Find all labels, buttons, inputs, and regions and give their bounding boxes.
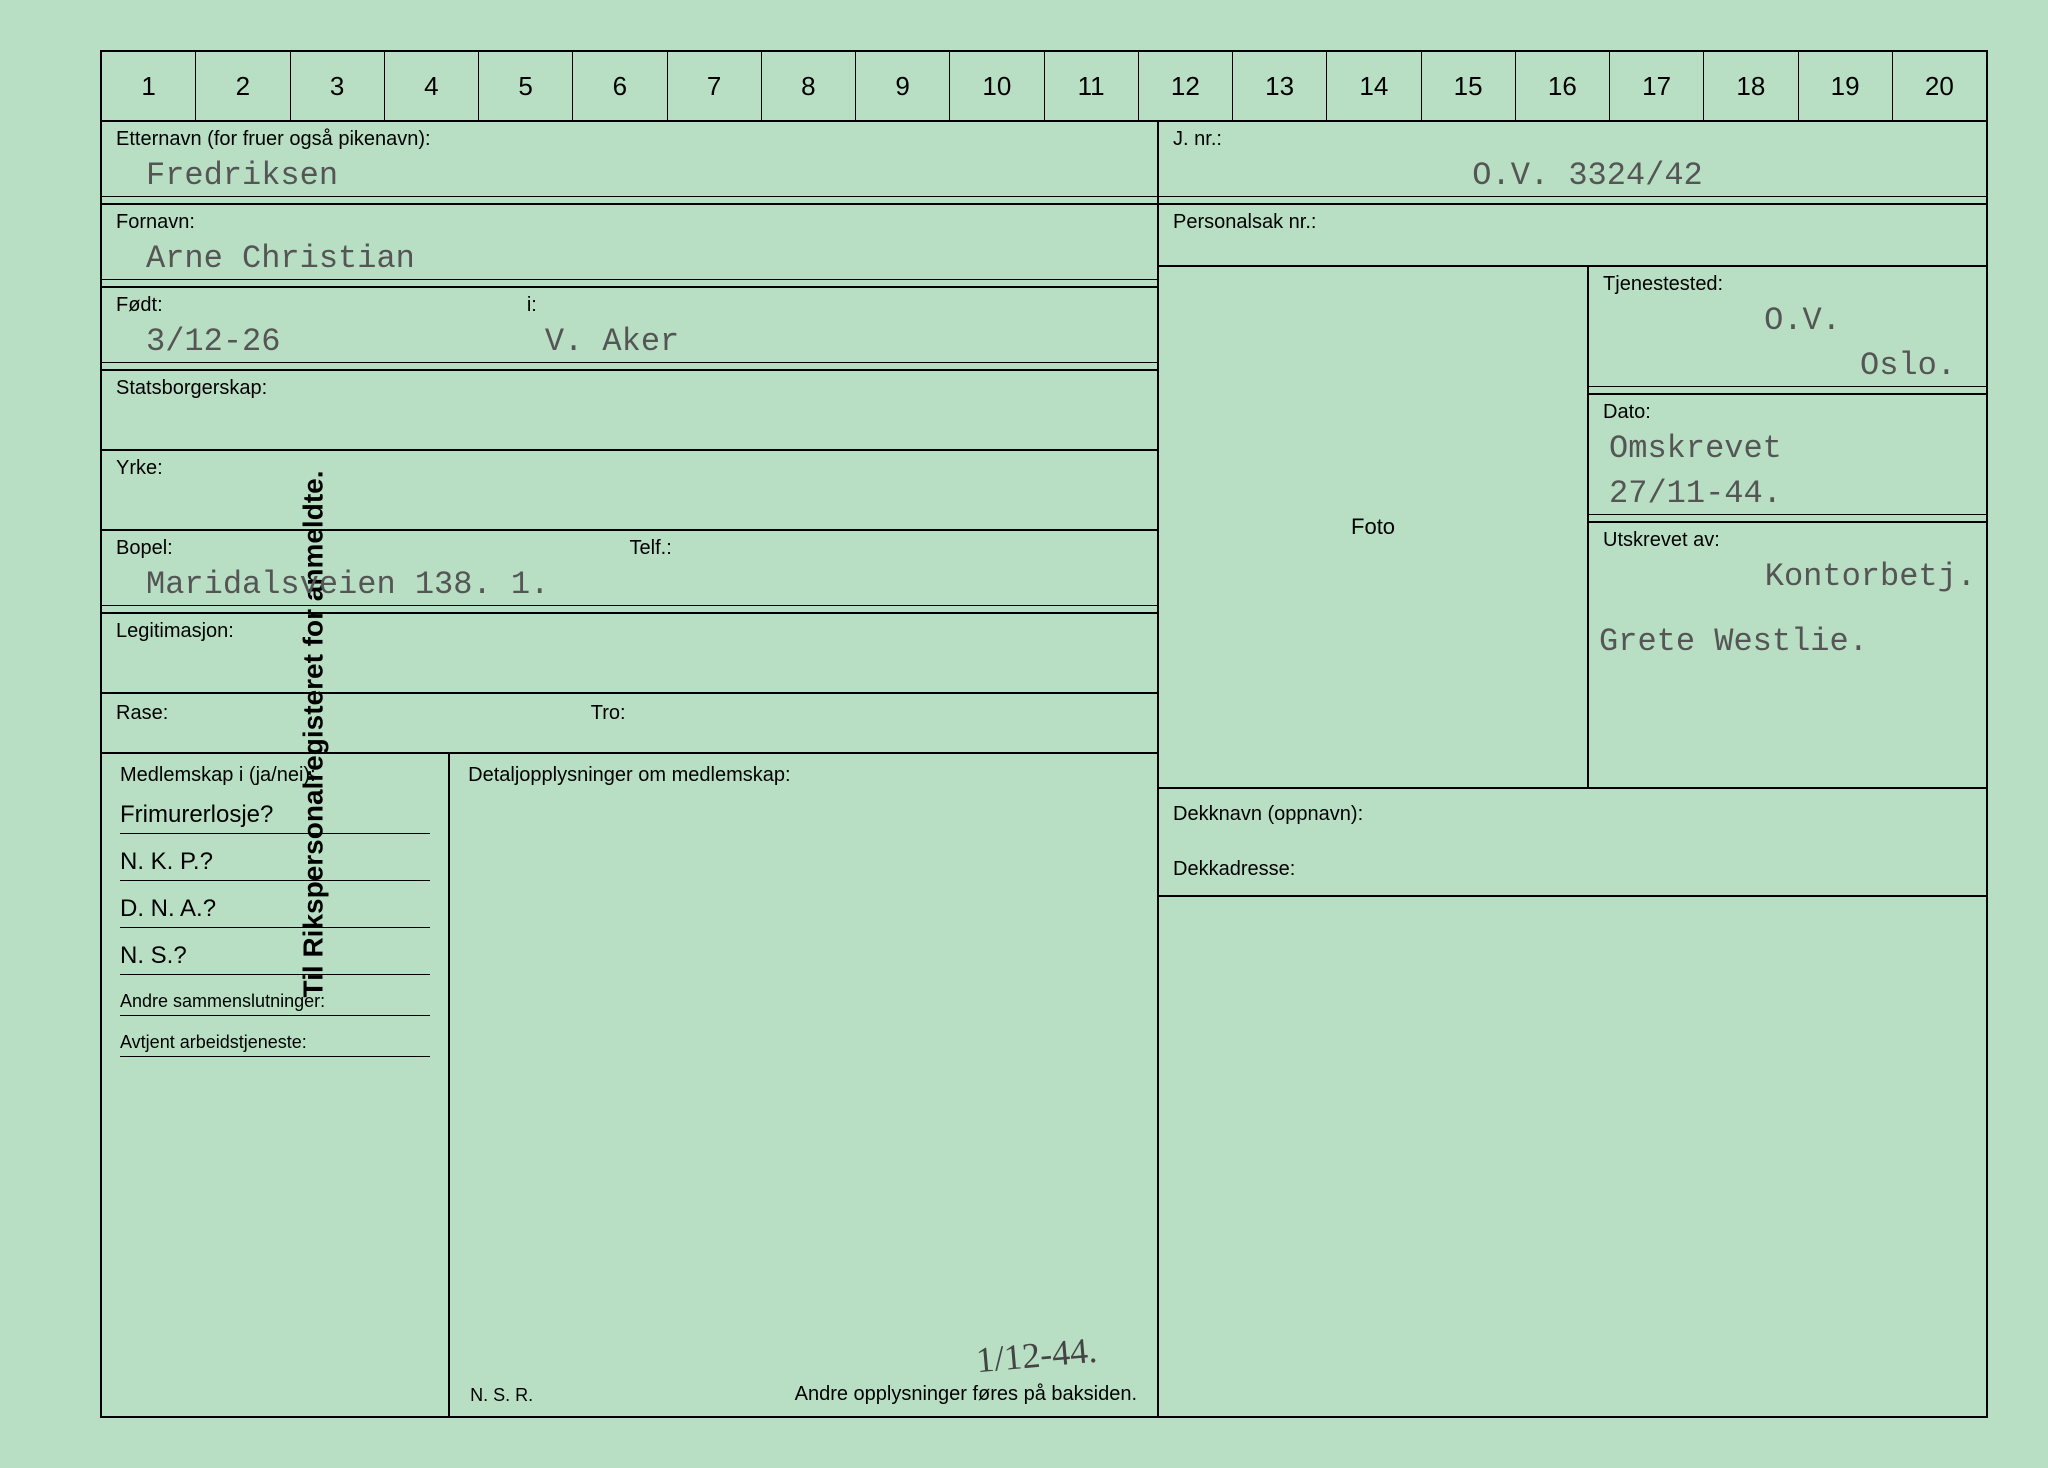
label-avtjent: Avtjent arbeidstjeneste: bbox=[120, 1016, 430, 1053]
number-cell: 5 bbox=[479, 52, 573, 120]
number-cell: 3 bbox=[291, 52, 385, 120]
dekknavn-section: Dekknavn (oppnavn): Dekkadresse: bbox=[1159, 789, 1986, 897]
value-utskrevet2: Grete Westlie. bbox=[1589, 617, 1986, 662]
membership-right: Detaljopplysninger om medlemskap: N. S. … bbox=[450, 754, 1157, 1416]
field-yrke: Yrke: bbox=[102, 451, 1157, 531]
label-detalj: Detaljopplysninger om medlemskap: bbox=[468, 764, 1139, 787]
membership-left: Medlemskap i (ja/nei): Frimurerlosje? N.… bbox=[102, 754, 450, 1416]
label-fodt: Født: bbox=[116, 294, 527, 317]
value-jnr: O.V. 3324/42 bbox=[1159, 151, 1986, 197]
field-rase-tro: Rase: Tro: bbox=[102, 694, 1157, 754]
number-cell: 14 bbox=[1327, 52, 1421, 120]
label-bopel: Bopel: bbox=[116, 537, 630, 560]
value-utskrevet1: Kontorbetj. bbox=[1589, 552, 1986, 597]
number-cell: 10 bbox=[950, 52, 1044, 120]
label-etternavn: Etternavn (for fruer også pikenavn): bbox=[116, 128, 1143, 151]
label-dato: Dato: bbox=[1603, 401, 1972, 424]
label-legitimasjon: Legitimasjon: bbox=[116, 620, 1143, 643]
label-utskrevet: Utskrevet av: bbox=[1603, 529, 1972, 552]
field-personalsak: Personalsak nr.: bbox=[1159, 205, 1986, 265]
label-personalsak: Personalsak nr.: bbox=[1173, 211, 1972, 234]
number-cell: 9 bbox=[856, 52, 950, 120]
right-column: J. nr.: O.V. 3324/42 Personalsak nr.: Fo… bbox=[1157, 122, 1986, 1416]
number-cell: 19 bbox=[1799, 52, 1893, 120]
number-cell: 20 bbox=[1893, 52, 1986, 120]
handwritten-date: 1/12-44. bbox=[974, 1329, 1098, 1381]
number-cell: 12 bbox=[1139, 52, 1233, 120]
field-dato: Dato: Omskrevet 27/11-44. bbox=[1589, 395, 1986, 523]
value-tjenestested1: O.V. bbox=[1589, 296, 1986, 341]
metadata-column: Tjenestested: O.V. Oslo. Dato: Omskrevet… bbox=[1589, 267, 1986, 787]
label-fodt-i: i: bbox=[527, 294, 537, 317]
value-fodt: 3/12-26 bbox=[146, 323, 545, 360]
value-yrke bbox=[102, 480, 1157, 525]
number-cell: 15 bbox=[1422, 52, 1516, 120]
value-dato2: 27/11-44. bbox=[1589, 469, 1986, 515]
label-rase: Rase: bbox=[102, 694, 577, 752]
value-tjenestested2: Oslo. bbox=[1589, 341, 1986, 387]
registration-card: 1 2 3 4 5 6 7 8 9 10 11 12 13 14 15 16 1… bbox=[100, 50, 1988, 1418]
label-andre-opp: Andre opplysninger føres på baksiden. bbox=[795, 1383, 1137, 1406]
label-yrke: Yrke: bbox=[116, 457, 1143, 480]
value-fodt-i: V. Aker bbox=[545, 323, 679, 360]
label-medlemskap: Medlemskap i (ja/nei): bbox=[120, 764, 430, 787]
membership-section: Medlemskap i (ja/nei): Frimurerlosje? N.… bbox=[102, 754, 1157, 1416]
field-fornavn: Fornavn: Arne Christian bbox=[102, 205, 1157, 288]
number-cell: 13 bbox=[1233, 52, 1327, 120]
label-dekknavn: Dekknavn (oppnavn): bbox=[1173, 797, 1972, 832]
number-cell: 1 bbox=[102, 52, 196, 120]
label-statsborgerskap: Statsborgerskap: bbox=[116, 377, 1143, 400]
value-dato1: Omskrevet bbox=[1589, 424, 1986, 469]
number-cell: 7 bbox=[668, 52, 762, 120]
number-cell: 11 bbox=[1045, 52, 1139, 120]
value-fodt-row: 3/12-26 V. Aker bbox=[102, 317, 1157, 363]
value-statsborgerskap bbox=[102, 400, 1157, 445]
item-nkp: N. K. P.? bbox=[120, 834, 430, 881]
label-dekkadresse: Dekkadresse: bbox=[1173, 852, 1972, 887]
number-cell: 16 bbox=[1516, 52, 1610, 120]
label-nsr: N. S. R. bbox=[470, 1385, 533, 1406]
field-etternavn: Etternavn (for fruer også pikenavn): Fre… bbox=[102, 122, 1157, 205]
number-cell: 4 bbox=[385, 52, 479, 120]
field-fodt: Født: i: 3/12-26 V. Aker bbox=[102, 288, 1157, 371]
field-jnr: J. nr.: O.V. 3324/42 bbox=[1159, 122, 1986, 205]
value-fornavn: Arne Christian bbox=[102, 234, 1157, 280]
number-cell: 2 bbox=[196, 52, 290, 120]
field-utskrevet: Utskrevet av: Kontorbetj. Grete Westlie. bbox=[1589, 523, 1986, 787]
label-andre-sammen: Andre sammenslutninger: bbox=[120, 975, 430, 1012]
foto-area: Foto bbox=[1159, 267, 1587, 787]
left-column: Etternavn (for fruer også pikenavn): Fre… bbox=[102, 122, 1157, 1416]
number-ruler: 1 2 3 4 5 6 7 8 9 10 11 12 13 14 15 16 1… bbox=[102, 52, 1986, 122]
item-dna: D. N. A.? bbox=[120, 881, 430, 928]
number-cell: 18 bbox=[1704, 52, 1798, 120]
label-tro: Tro: bbox=[577, 694, 640, 752]
foto-column: Foto bbox=[1159, 267, 1589, 787]
value-etternavn: Fredriksen bbox=[102, 151, 1157, 197]
label-jnr: J. nr.: bbox=[1173, 128, 1972, 151]
item-ns: N. S.? bbox=[120, 928, 430, 975]
field-bopel: Bopel: Telf.: Maridalsveien 138. 1. bbox=[102, 531, 1157, 614]
value-bopel: Maridalsveien 138. 1. bbox=[102, 560, 1157, 606]
label-tjenestested: Tjenestested: bbox=[1603, 273, 1972, 296]
number-cell: 8 bbox=[762, 52, 856, 120]
item-frimurer: Frimurerlosje? bbox=[120, 787, 430, 834]
field-legitimasjon: Legitimasjon: bbox=[102, 614, 1157, 694]
label-telf: Telf.: bbox=[630, 537, 672, 560]
field-statsborgerskap: Statsborgerskap: bbox=[102, 371, 1157, 451]
label-fornavn: Fornavn: bbox=[116, 211, 1143, 234]
field-tjenestested: Tjenestested: O.V. Oslo. bbox=[1589, 267, 1986, 395]
number-cell: 6 bbox=[573, 52, 667, 120]
number-cell: 17 bbox=[1610, 52, 1704, 120]
